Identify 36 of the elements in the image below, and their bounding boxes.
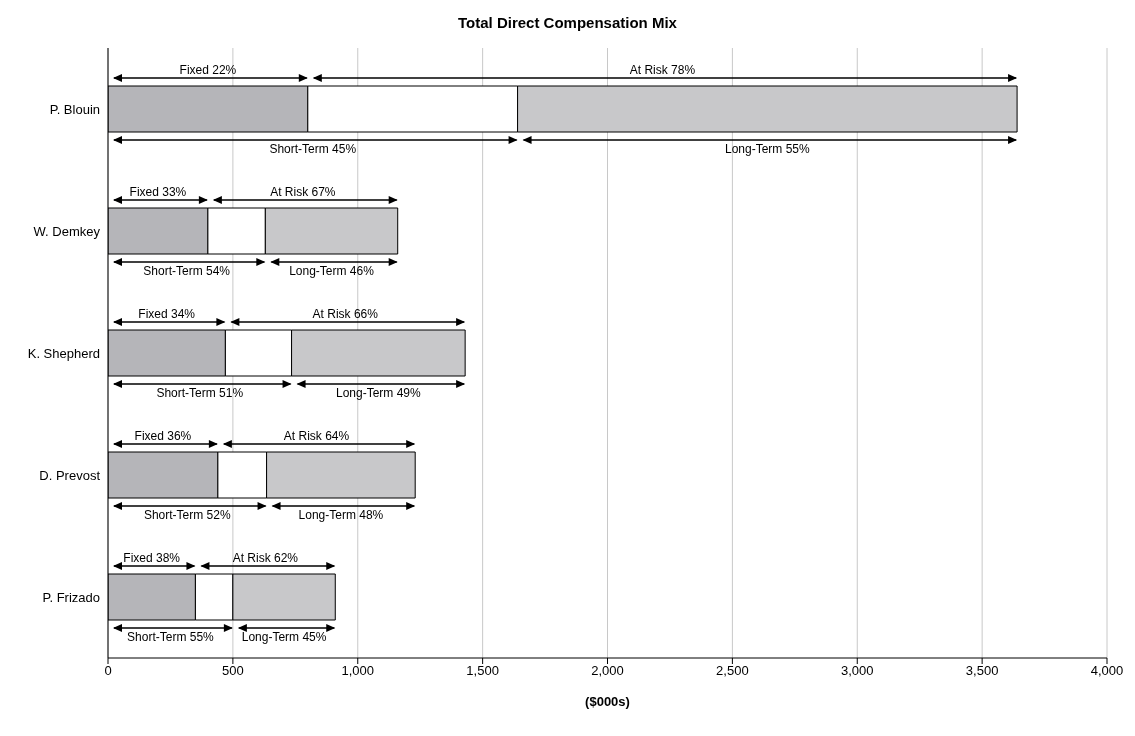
annotation: Long-Term 46% [289,264,375,278]
x-tick-label: 0 [104,663,112,679]
annotation: Short-Term 45% [269,142,357,156]
annotation: At Risk 62% [232,551,299,565]
annotation: Short-Term 51% [156,386,244,400]
annotation: Short-Term 54% [143,264,231,278]
y-tick-label: P. Frizado [42,589,100,605]
annotation: Fixed 33% [129,185,187,199]
annotation: Long-Term 49% [335,386,422,400]
annotation: At Risk 64% [283,429,350,443]
annotation: Fixed 38% [123,551,181,565]
annotation: Fixed 22% [179,63,237,77]
annotation: Short-Term 52% [143,508,231,522]
x-axis-title: ($000s) [585,694,630,709]
y-tick-label: D. Prevost [39,467,101,483]
annotation: At Risk 78% [629,63,696,77]
annotation: At Risk 66% [312,307,379,321]
annotation: Long-Term 45% [241,630,327,644]
x-tick-label: 2,000 [591,663,624,679]
annotation: Long-Term 55% [724,142,811,156]
x-tick-label: 1,500 [466,663,499,679]
annotation: Long-Term 48% [298,508,384,522]
y-tick-label: K. Shepherd [27,345,100,361]
x-tick-label: 3,000 [840,663,874,679]
annotation: Fixed 36% [134,429,192,443]
x-tick-label: 3,500 [965,663,999,679]
annotation: At Risk 67% [270,185,336,199]
annotation: Fixed 34% [138,307,196,321]
annotation: Short-Term 55% [127,630,215,644]
y-tick-label: P. Blouin [49,101,100,117]
x-tick-label: 2,500 [716,663,749,679]
x-tick-label: 500 [222,663,244,679]
y-tick-label: W. Demkey [33,223,101,239]
x-tick-label: 1,000 [341,663,375,679]
x-tick-label: 4,000 [1090,663,1124,679]
chart-title: Total Direct Compensation Mix [457,13,678,33]
